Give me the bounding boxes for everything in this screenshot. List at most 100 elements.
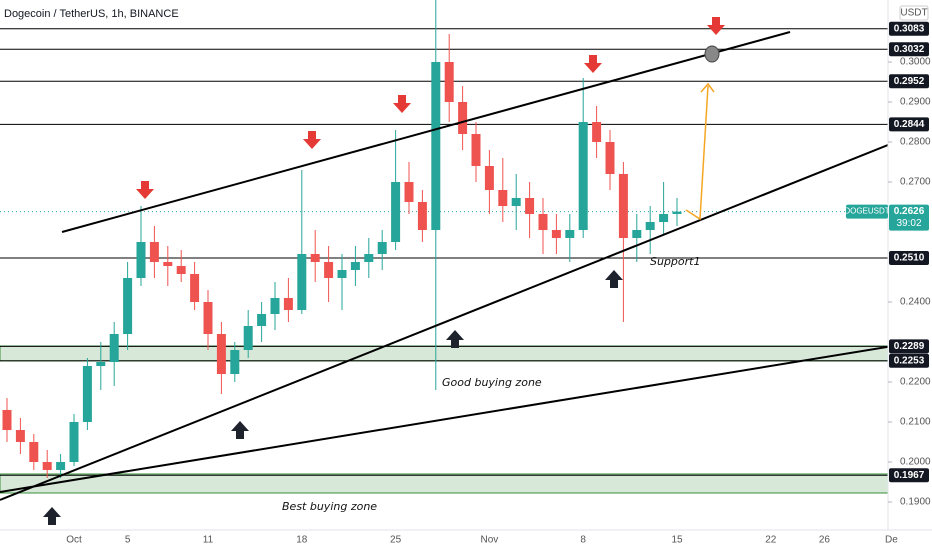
annotation: Good buying zone	[442, 376, 542, 389]
candle-body	[69, 422, 79, 462]
x-tick-label: De	[885, 535, 898, 546]
x-tick-label: Nov	[481, 535, 499, 546]
candle-body	[404, 182, 414, 202]
level-badge	[889, 251, 929, 265]
x-tick-label: 26	[819, 535, 831, 546]
currency-box	[899, 5, 929, 21]
level-badge	[889, 353, 929, 368]
x-tick-label: 11	[203, 535, 214, 546]
candle-body	[632, 230, 642, 238]
candle-body	[123, 278, 133, 334]
y-tick-label: 0.1900	[900, 497, 931, 508]
candle-body	[444, 62, 454, 102]
candle-body	[243, 326, 253, 350]
level-badge	[889, 117, 929, 132]
annotation: Support1	[650, 255, 700, 268]
level-badge	[889, 42, 929, 57]
candle-body	[337, 270, 347, 278]
y-tick-label: 0.2400	[900, 297, 931, 308]
sell-arrows	[136, 17, 725, 199]
level-label: 0.2289	[894, 341, 925, 352]
candle-body	[324, 262, 334, 278]
annotation: Best buying zone	[282, 500, 377, 513]
level-label: 0.2952	[894, 76, 925, 87]
candle-body	[377, 242, 387, 254]
level-label: 0.2844	[894, 119, 925, 130]
price-label: 0.2626	[894, 206, 925, 217]
levels	[0, 28, 888, 476]
level-label: 0.3083	[894, 23, 925, 34]
level-label: 0.3032	[894, 44, 925, 55]
level-badge	[889, 74, 929, 89]
candle-body	[82, 366, 92, 422]
x-tick-label: 15	[671, 535, 683, 546]
candle-body	[645, 222, 655, 230]
candle-body	[417, 202, 427, 230]
price-axis	[888, 0, 932, 550]
candle-body	[525, 198, 535, 214]
symbol-label: DOGEUSDT	[844, 207, 889, 216]
candle-body	[257, 314, 267, 326]
candle-body	[56, 462, 66, 470]
candle-body	[163, 262, 173, 266]
candle-body	[203, 302, 213, 334]
candle-body	[149, 242, 159, 262]
level-label: 0.1967	[894, 470, 925, 481]
candle-body	[471, 134, 481, 166]
axis-layer: 0.1900 0.2000 0.2100 0.2200 0.2400 0.2700 0.28…	[66, 21, 931, 546]
candle-body	[190, 274, 200, 302]
candle-body	[283, 298, 293, 310]
x-tick-label: 8	[580, 535, 586, 546]
candle-body	[230, 350, 240, 374]
candle-body	[498, 190, 508, 206]
x-tick-label: 18	[296, 535, 308, 546]
x-tick-label: Oct	[66, 535, 82, 546]
candle-body	[391, 182, 401, 242]
candle-body	[592, 122, 602, 142]
trend-line	[0, 142, 894, 501]
candle-body	[96, 362, 106, 366]
countdown-label: 39:02	[896, 218, 921, 229]
candle-body	[458, 102, 468, 134]
candle-body	[618, 174, 628, 238]
candle-body	[42, 462, 52, 470]
candle-body	[176, 266, 186, 274]
chart-title: Dogecoin / TetherUS, 1h, BINANCE	[4, 8, 179, 20]
trend-line	[61, 31, 791, 233]
best-zone	[0, 473, 889, 494]
candle-body	[15, 430, 25, 442]
candle-body	[270, 298, 280, 314]
level-badge	[889, 468, 929, 483]
candle-body	[350, 262, 360, 270]
currency: USDT	[900, 8, 927, 19]
candle-body	[538, 214, 548, 230]
x-tick-label: 25	[390, 535, 402, 546]
candle-body	[109, 334, 119, 362]
price-badge	[889, 204, 929, 231]
x-tick-label: 22	[765, 535, 777, 546]
candle-body	[29, 442, 39, 462]
candle-body	[2, 410, 12, 430]
candle-body	[136, 242, 146, 278]
candle-body	[659, 214, 669, 222]
projection-arrow	[685, 85, 709, 221]
trend-line	[0, 345, 894, 493]
y-tick-label: 0.3000	[900, 57, 931, 68]
good-zone	[0, 345, 889, 362]
candle-body	[551, 230, 561, 238]
candle-body	[578, 122, 588, 230]
level-label: 0.2253	[894, 355, 925, 366]
arrow-head	[700, 82, 715, 93]
candle-body	[605, 142, 615, 174]
candle-body	[484, 166, 494, 190]
candles	[2, 0, 682, 478]
candle-body	[431, 62, 441, 230]
y-tick-label: 0.2000	[900, 457, 931, 468]
candle-body	[565, 230, 575, 238]
target-marker	[704, 45, 720, 63]
y-tick-label: 0.2800	[900, 137, 931, 148]
candle-body	[511, 198, 521, 206]
candle-body	[672, 211, 682, 214]
